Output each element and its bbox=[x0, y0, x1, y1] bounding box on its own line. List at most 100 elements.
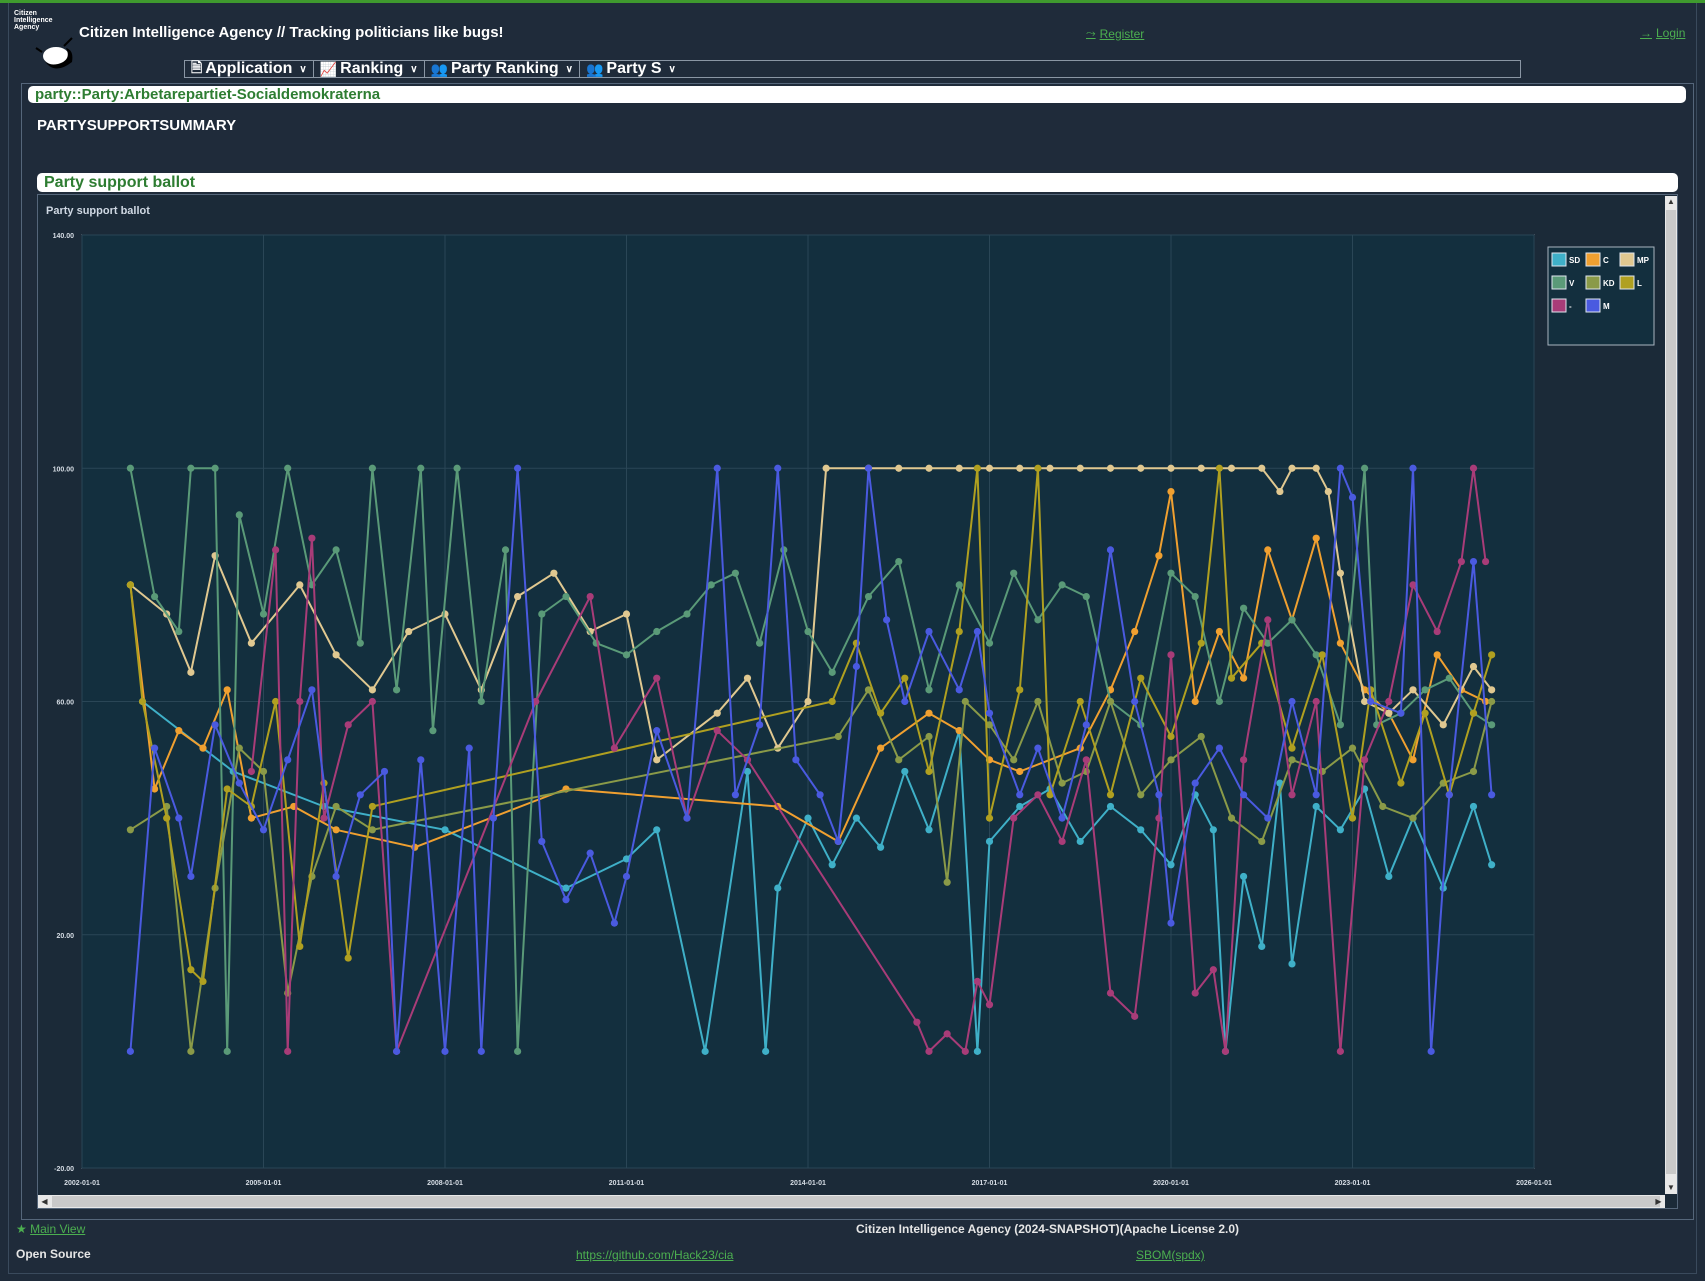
scroll-up-icon[interactable]: ▲ bbox=[1667, 197, 1675, 206]
menu-party[interactable]: 👥 Party S ∨ bbox=[580, 60, 682, 78]
data-point-V bbox=[187, 464, 195, 472]
menu-ranking-label: Ranking bbox=[340, 60, 404, 77]
data-point-V bbox=[683, 610, 691, 618]
data-point-KD bbox=[1137, 791, 1145, 799]
data-point-- bbox=[1288, 791, 1296, 799]
data-point-C bbox=[199, 744, 207, 752]
data-point-V bbox=[864, 592, 873, 601]
data-point-M bbox=[901, 697, 909, 706]
data-point-L bbox=[1421, 709, 1429, 717]
legend-swatch bbox=[1585, 252, 1601, 267]
data-point-MP bbox=[1324, 487, 1332, 496]
legend-label: MP bbox=[1637, 256, 1650, 265]
data-point-SD bbox=[985, 837, 994, 846]
data-point-MP bbox=[1258, 464, 1266, 472]
data-point-L bbox=[1469, 709, 1478, 717]
data-point-- bbox=[1058, 837, 1066, 846]
data-point-SD bbox=[1076, 837, 1084, 846]
data-point-L bbox=[272, 697, 280, 706]
horizontal-scrollbar[interactable]: ◀ ▶ bbox=[38, 1195, 1665, 1208]
data-point-C bbox=[877, 744, 885, 752]
data-point-MP bbox=[1167, 464, 1175, 472]
data-point-V bbox=[211, 464, 219, 472]
data-point-MP bbox=[514, 592, 522, 601]
data-point-- bbox=[320, 814, 328, 822]
line-chart-icon: 📈 bbox=[319, 60, 338, 77]
scroll-right-icon[interactable]: ▶ bbox=[1655, 1197, 1662, 1206]
login-link[interactable]: → Login bbox=[1640, 26, 1685, 40]
data-point-- bbox=[532, 697, 540, 706]
data-point-- bbox=[1010, 814, 1018, 822]
data-point-L bbox=[163, 814, 171, 822]
vertical-scroll-thumb[interactable] bbox=[1666, 210, 1676, 1174]
data-point-SD bbox=[925, 826, 933, 834]
y-tick-label: -20.00 bbox=[54, 1166, 74, 1173]
data-point-L bbox=[1397, 779, 1405, 787]
group-icon: 👥 bbox=[430, 60, 449, 77]
legend-swatch bbox=[1551, 275, 1567, 290]
data-point-L bbox=[296, 942, 304, 951]
data-point-V bbox=[501, 546, 510, 554]
data-point-M bbox=[925, 627, 933, 636]
data-point-V bbox=[126, 464, 134, 472]
data-point-M bbox=[731, 791, 740, 799]
data-point-M bbox=[514, 464, 522, 472]
menu-application[interactable]: 🗎 Application ∨ bbox=[185, 59, 314, 78]
data-point-M bbox=[1191, 779, 1199, 787]
data-point-C bbox=[1312, 534, 1320, 542]
menu-party-ranking[interactable]: 👥 Party Ranking ∨ bbox=[425, 60, 580, 78]
data-point-M bbox=[1367, 697, 1375, 706]
data-point-- bbox=[713, 727, 721, 735]
chart-title: Party support ballot bbox=[46, 205, 150, 217]
register-link[interactable]: ⤳ Register bbox=[1086, 26, 1144, 41]
data-point-M bbox=[1488, 791, 1496, 799]
data-point-V bbox=[1421, 686, 1429, 694]
bug-icon bbox=[35, 37, 73, 69]
data-point-C bbox=[1240, 674, 1248, 682]
app-logo[interactable]: Citizen Intelligence Agency bbox=[14, 10, 78, 72]
data-point-V bbox=[1082, 592, 1090, 601]
scroll-down-icon[interactable]: ▼ bbox=[1667, 1183, 1675, 1192]
data-point-KD bbox=[834, 732, 842, 741]
data-point-SD bbox=[562, 884, 570, 892]
data-point-KD bbox=[961, 697, 969, 706]
data-point-KD bbox=[1288, 756, 1296, 764]
data-point-V bbox=[175, 627, 183, 636]
menu-ranking[interactable]: 📈 Ranking ∨ bbox=[314, 60, 425, 78]
data-point-M bbox=[1445, 791, 1453, 799]
data-point-MP bbox=[1137, 464, 1145, 472]
data-point-M bbox=[235, 779, 243, 787]
data-point-- bbox=[1131, 1012, 1139, 1020]
top-accent-line bbox=[0, 0, 1705, 3]
legend-label: - bbox=[1569, 302, 1572, 311]
data-point-MP bbox=[1336, 569, 1344, 577]
main-view-link[interactable]: ★ Main View bbox=[16, 1222, 85, 1236]
data-point-KD bbox=[864, 686, 873, 694]
data-point-MP bbox=[1197, 464, 1205, 472]
data-point-KD bbox=[1348, 744, 1357, 752]
data-point-V bbox=[1010, 569, 1018, 577]
data-point-KD bbox=[1318, 767, 1326, 776]
data-point-MP bbox=[985, 464, 994, 472]
data-point-M bbox=[562, 896, 570, 904]
vertical-scrollbar[interactable]: ▲ ▼ bbox=[1665, 196, 1677, 1194]
data-point-- bbox=[368, 697, 376, 706]
data-point-- bbox=[344, 721, 352, 729]
data-point-V bbox=[151, 592, 159, 601]
data-point-- bbox=[272, 546, 280, 554]
scroll-left-icon[interactable]: ◀ bbox=[41, 1197, 48, 1206]
data-point-KD bbox=[126, 826, 134, 834]
data-point-M bbox=[816, 791, 824, 799]
horizontal-scroll-thumb[interactable] bbox=[52, 1196, 1660, 1207]
github-link[interactable]: https://github.com/Hack23/cia bbox=[576, 1248, 734, 1262]
x-tick-label: 2014-01-01 bbox=[790, 1180, 826, 1187]
data-point-V bbox=[429, 727, 437, 735]
data-point-MP bbox=[1385, 709, 1393, 717]
legend-swatch bbox=[1585, 275, 1601, 290]
sbom-link[interactable]: SBOM(spdx) bbox=[1136, 1248, 1205, 1262]
legend-swatch bbox=[1551, 252, 1567, 267]
data-point-L bbox=[955, 627, 963, 636]
legend-label: KD bbox=[1603, 279, 1615, 288]
data-point-M bbox=[1288, 697, 1296, 706]
data-point-C bbox=[1155, 552, 1163, 560]
